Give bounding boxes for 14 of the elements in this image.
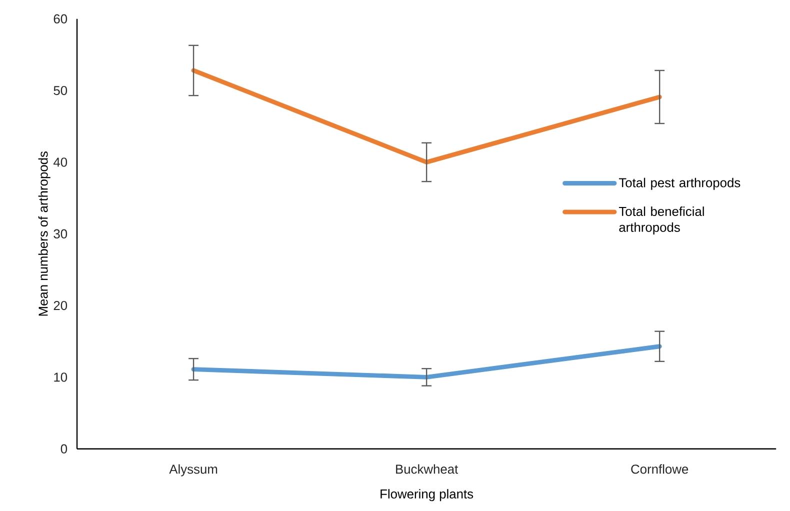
y-tick-label: 60 xyxy=(54,14,68,24)
y-tick-label: 30 xyxy=(54,229,68,238)
legend-label: Total pest arthropods xyxy=(618,178,740,190)
x-tick-label: Alyssum xyxy=(169,464,218,476)
x-tick-label: Buckwheat xyxy=(396,464,458,474)
legend-label: Total beneficial arthropods xyxy=(618,206,704,234)
x-axis-title: Flowering plants xyxy=(380,488,474,501)
y-axis-title: Mean numbers of arthropods xyxy=(38,151,50,316)
y-tick-label: 50 xyxy=(54,86,68,95)
y-tick-label: 20 xyxy=(54,300,68,310)
y-tick-label: 40 xyxy=(53,157,68,167)
y-tick-label: 10 xyxy=(54,372,68,382)
y-tick-label: 0 xyxy=(60,444,68,454)
x-tick-label: Cornflowe xyxy=(631,464,688,474)
